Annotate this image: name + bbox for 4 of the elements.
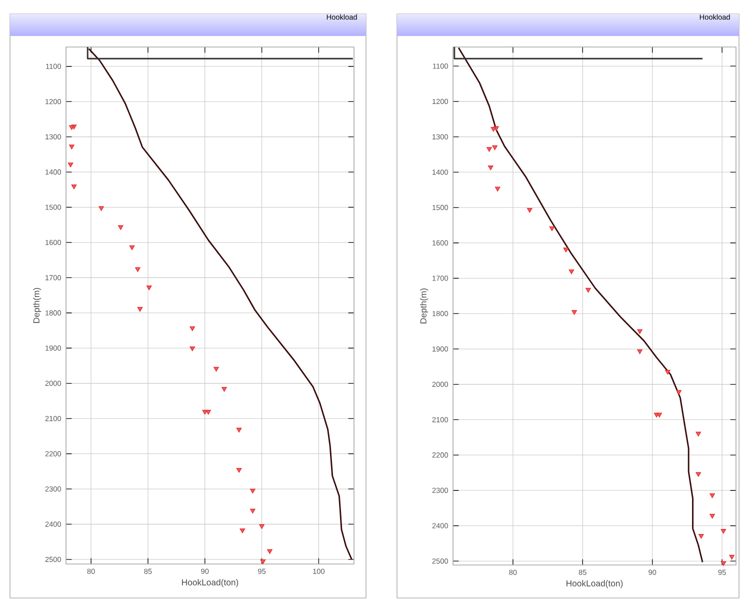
y-axis-title: Depth(m) [420,288,428,324]
y-axis-title: Depth(m) [33,288,42,323]
x-axis-title: HookLoad(ton) [566,580,623,588]
x-axis-title: HookLoad(ton) [182,579,238,588]
